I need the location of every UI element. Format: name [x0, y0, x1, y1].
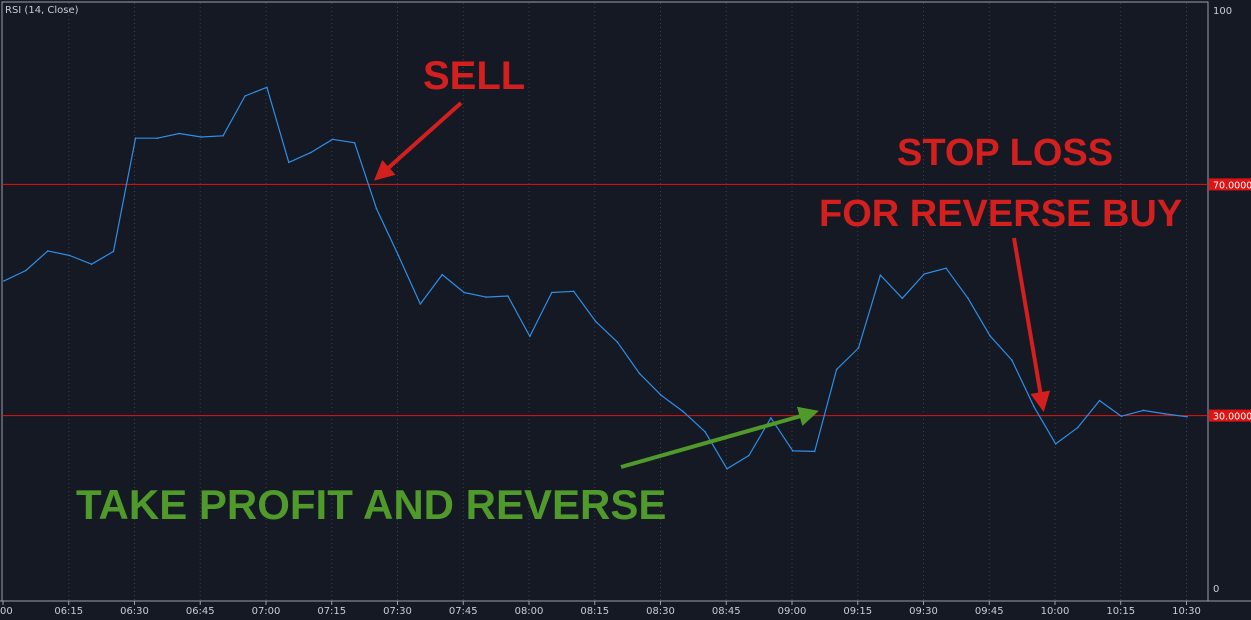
rsi-data-point	[682, 410, 684, 413]
level-label-bg	[1209, 178, 1251, 191]
rsi-data-point	[529, 335, 531, 338]
x-tick-label: 06:30	[120, 606, 149, 617]
rsi-data-point	[463, 291, 465, 294]
rsi-data-point	[485, 296, 487, 298]
x-tick-label: 06:45	[186, 606, 215, 617]
y-ticks: 100 0	[1213, 6, 1232, 595]
rsi-data-point	[1098, 399, 1101, 402]
indicator-label: RSI (14, Close)	[5, 5, 79, 16]
rsi-data-point	[309, 151, 312, 154]
rsi-data-point	[156, 137, 159, 139]
x-tick-label: 06:15	[54, 606, 83, 617]
rsi-data-point	[967, 297, 969, 300]
stop-loss-annotation-line2: FOR REVERSE BUY	[819, 193, 1182, 235]
x-tick-label: 09:30	[909, 606, 938, 617]
rsi-data-point	[507, 295, 509, 297]
x-tick-label: 09:15	[843, 606, 872, 617]
y-tick-label: 100	[1213, 6, 1232, 17]
level-label: 30.0000	[1213, 412, 1251, 423]
rsi-data-point	[331, 138, 334, 141]
rsi-data-point	[397, 254, 400, 257]
sell-arrow	[374, 101, 463, 181]
rsi-data-point	[616, 341, 619, 344]
stop-loss-annotation-line1: STOP LOSS	[897, 132, 1113, 174]
level-label-bg	[1209, 409, 1251, 422]
rsi-data-point	[222, 135, 224, 137]
rsi-data-point	[178, 132, 181, 135]
x-tick-label: 10:15	[1106, 606, 1135, 617]
rsi-data-point	[3, 280, 5, 282]
x-tick-label: 09:45	[975, 606, 1004, 617]
rsi-data-point	[857, 347, 860, 349]
rsi-data-point	[945, 267, 947, 270]
rsi-data-point	[989, 335, 991, 337]
rsi-data-point	[594, 320, 597, 323]
rsi-data-point	[660, 394, 663, 397]
levels-layer: 70.0000 30.0000	[2, 178, 1251, 423]
rsi-data-point	[200, 136, 202, 138]
x-tick-label: 00	[0, 606, 13, 617]
x-tick-label: 07:00	[252, 606, 281, 617]
x-ticks: 00 06:15 06:30 06:45 07:00 07:15 07:30 07:45 08:…	[0, 601, 1201, 617]
x-tick-label: 07:30	[383, 606, 412, 617]
rsi-data-point	[923, 273, 925, 275]
stop-loss-arrow	[1012, 237, 1051, 412]
x-tick-label: 10:30	[1172, 606, 1201, 617]
rsi-data-point	[704, 431, 706, 433]
x-tick-label: 08:30	[646, 606, 675, 617]
x-tick-label: 07:45	[449, 606, 478, 617]
rsi-data-point	[1120, 415, 1123, 418]
rsi-data-point	[266, 86, 268, 89]
rsi-data-point	[68, 254, 71, 257]
rsi-data-point	[792, 450, 794, 452]
rsi-data-point	[748, 454, 750, 457]
x-tick-label: 07:15	[317, 606, 346, 617]
rsi-data-point	[1011, 359, 1013, 361]
level-label: 70.0000	[1213, 180, 1251, 191]
x-tick-label: 09:00	[778, 606, 807, 617]
rsi-data-point	[25, 269, 27, 272]
rsi-data-point	[879, 274, 882, 276]
rsi-data-point	[244, 95, 246, 97]
x-tick-label: 08:00	[515, 606, 544, 617]
rsi-data-point	[835, 368, 838, 371]
rsi-data-point	[551, 291, 553, 294]
rsi-data-point	[638, 372, 641, 375]
rsi-data-point	[770, 417, 772, 419]
rsi-data-point	[288, 161, 290, 164]
rsi-data-point	[572, 290, 575, 293]
take-profit-arrow	[620, 406, 819, 469]
rsi-data-point	[1033, 405, 1035, 408]
take-profit-annotation: TAKE PROFIT AND REVERSE	[76, 481, 666, 528]
series-layer	[3, 86, 1188, 470]
x-tick-label: 10:00	[1041, 606, 1070, 617]
y-tick-label: 0	[1213, 584, 1219, 595]
rsi-data-point	[112, 250, 115, 253]
rsi-data-point	[47, 250, 49, 252]
rsi-data-point	[441, 273, 444, 276]
rsi-data-point	[813, 450, 816, 453]
rsi-data-point	[726, 468, 728, 470]
rsi-data-point	[353, 142, 356, 144]
x-tick-label: 08:15	[580, 606, 609, 617]
rsi-data-point	[1076, 426, 1079, 429]
rsi-data-point	[134, 137, 137, 139]
rsi-data-point	[419, 303, 422, 305]
rsi-data-point	[1142, 409, 1145, 412]
x-tick-label: 08:45	[712, 606, 741, 617]
rsi-data-point	[1186, 416, 1188, 418]
rsi-data-point	[90, 263, 93, 266]
rsi-data-point	[375, 207, 378, 210]
rsi-data-point	[1164, 413, 1166, 415]
rsi-data-point	[1054, 443, 1057, 445]
sell-annotation: SELL	[423, 54, 525, 98]
rsi-data-point	[901, 297, 904, 300]
